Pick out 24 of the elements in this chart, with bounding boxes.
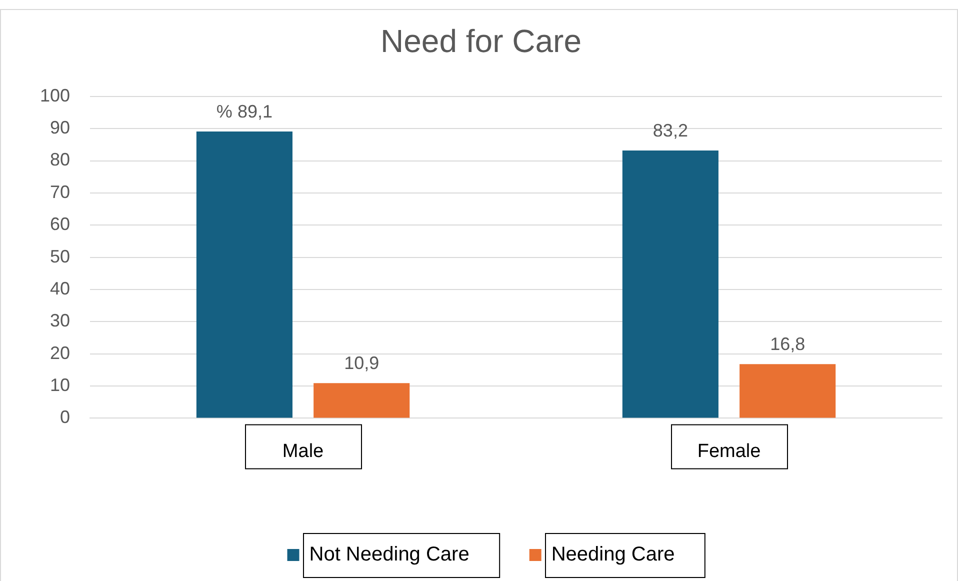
- data-label: 83,2: [652, 120, 688, 140]
- bar: [622, 150, 718, 418]
- y-tick-label: 40: [50, 278, 70, 298]
- legend-label: Needing Care: [551, 544, 675, 566]
- data-label: 16,8: [770, 334, 806, 354]
- chart-title: Need for Care: [380, 23, 582, 60]
- y-tick-label: 80: [50, 150, 70, 170]
- y-tick-label: 10: [50, 374, 70, 395]
- y-tick-label: 70: [50, 182, 70, 202]
- bar: [314, 383, 410, 418]
- data-label: % 89,1: [216, 101, 272, 122]
- y-tick-label: 20: [50, 342, 70, 363]
- y-tick-label: 0: [60, 407, 70, 428]
- y-tick-label: 90: [50, 118, 70, 138]
- y-tick-label: 100: [40, 85, 70, 106]
- y-tick-label: 60: [50, 214, 70, 234]
- x-tick-label: Female: [697, 440, 761, 462]
- y-tick-label: 50: [50, 246, 70, 266]
- data-label: 10,9: [344, 353, 380, 374]
- legend-label: Not Needing Care: [309, 544, 470, 566]
- bar: [196, 131, 292, 418]
- x-tick-label: Male: [282, 440, 324, 462]
- bar: [740, 364, 836, 418]
- y-tick-label: 30: [50, 310, 70, 331]
